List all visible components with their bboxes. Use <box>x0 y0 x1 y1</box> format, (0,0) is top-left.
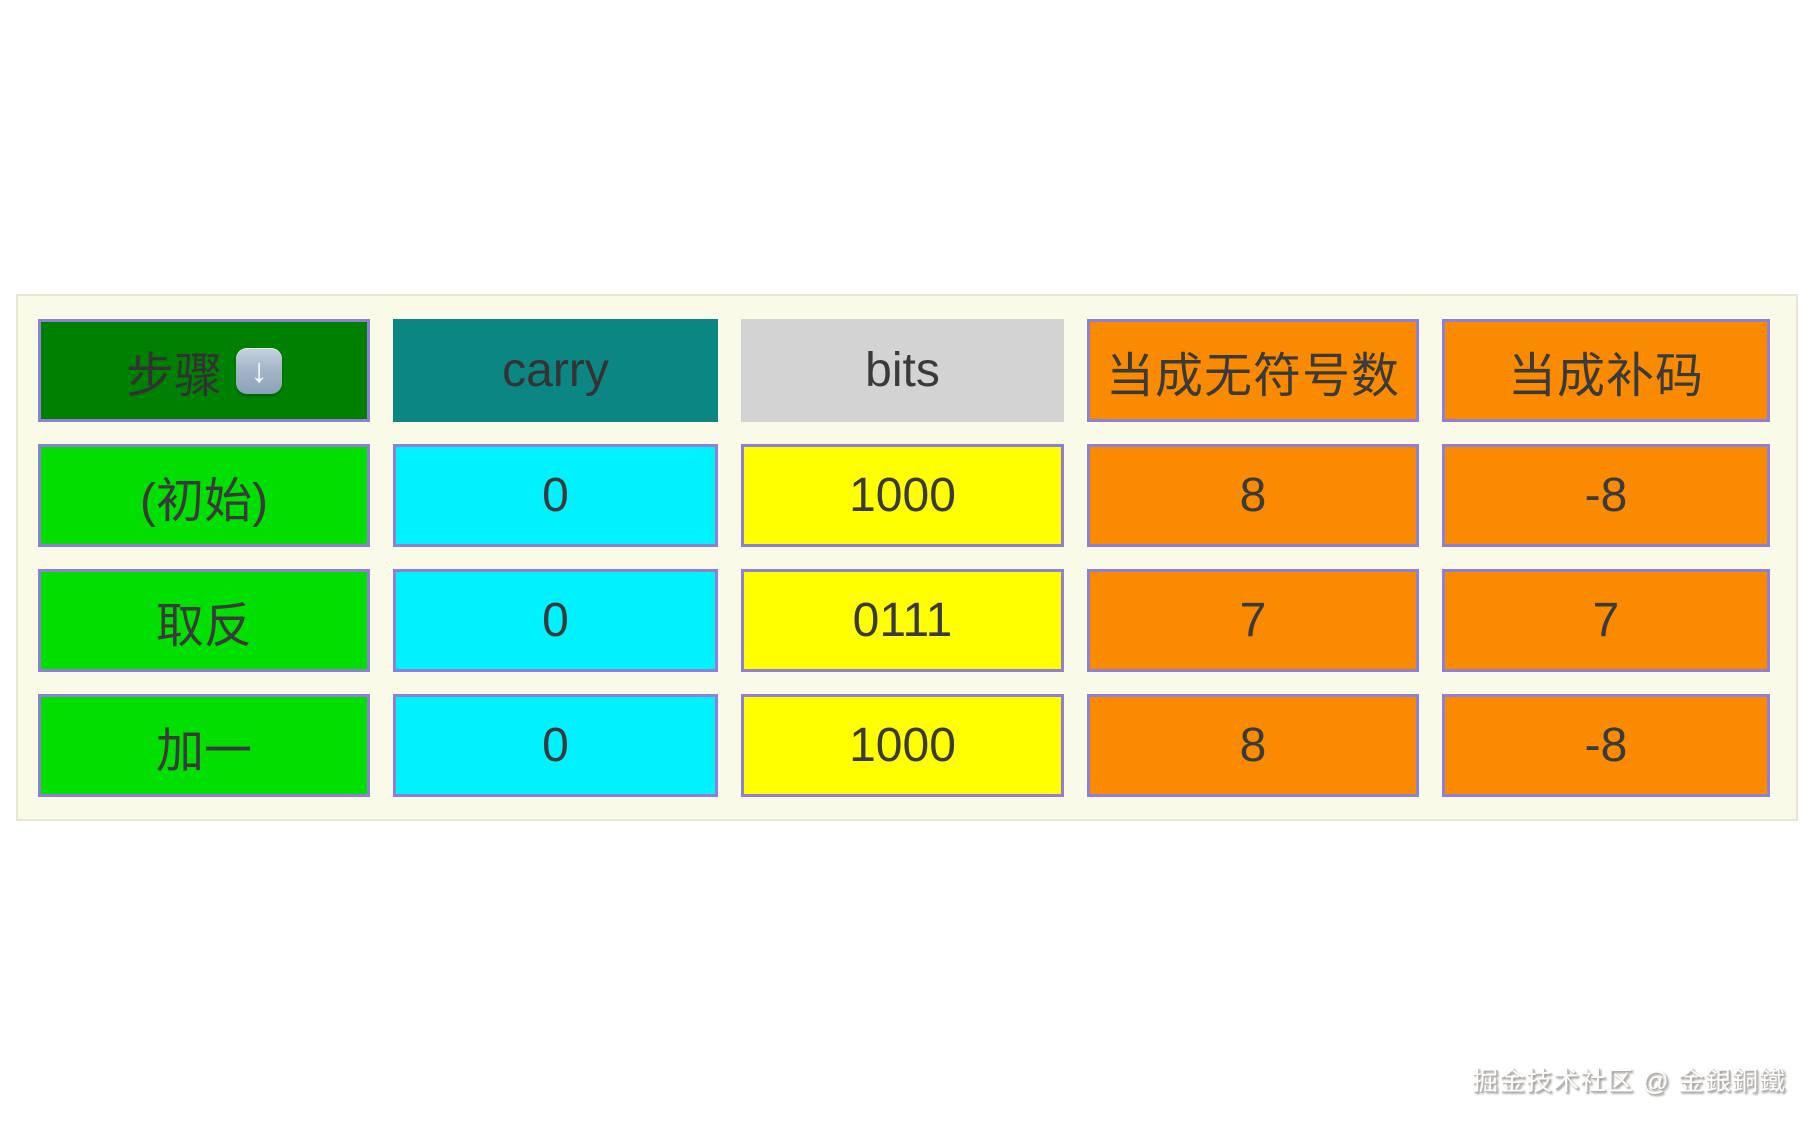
cell-unsigned-row2: 8 <box>1087 694 1419 797</box>
cell-bits-row2: 1000 <box>741 694 1064 797</box>
step-header-label: 步骤 <box>125 349 222 403</box>
cell-step-row1: 取反 <box>38 569 370 672</box>
steps-table: 步骤 ↓ carry bits 当成无符号数 当成补码 (初始) 0 1000 … <box>38 319 1776 797</box>
cell-bits-row0: 1000 <box>741 444 1064 547</box>
cell-unsigned-row1: 7 <box>1087 569 1419 672</box>
cell-unsigned-row0: 8 <box>1087 444 1419 547</box>
cell-step-row0: (初始) <box>38 444 370 547</box>
cell-carry-row0: 0 <box>393 444 718 547</box>
cell-bits-row1: 0111 <box>741 569 1064 672</box>
cell-carry-row1: 0 <box>393 569 718 672</box>
header-cell-carry: carry <box>393 319 718 422</box>
cell-step-row2: 加一 <box>38 694 370 797</box>
cell-carry-row2: 0 <box>393 694 718 797</box>
cell-complement-row0: -8 <box>1442 444 1770 547</box>
header-cell-bits: bits <box>741 319 1064 422</box>
header-cell-unsigned: 当成无符号数 <box>1087 319 1419 422</box>
header-cell-step: 步骤 ↓ <box>38 319 370 422</box>
cell-complement-row2: -8 <box>1442 694 1770 797</box>
step-header-content: 步骤 ↓ <box>126 336 282 406</box>
header-cell-complement: 当成补码 <box>1442 319 1770 422</box>
watermark: 掘金技术社区 @ 金銀銅鐵 <box>1472 1066 1786 1096</box>
down-arrow-icon: ↓ <box>236 347 282 394</box>
cell-complement-row1: 7 <box>1442 569 1770 672</box>
table-panel: 步骤 ↓ carry bits 当成无符号数 当成补码 (初始) 0 1000 … <box>16 294 1798 821</box>
